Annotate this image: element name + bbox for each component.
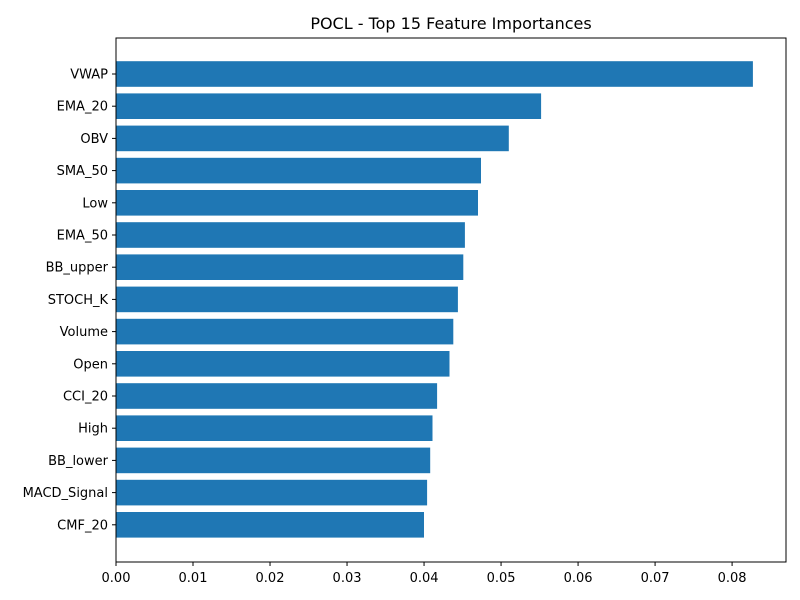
bar-volume [116,318,454,345]
x-tick-label: 0.00 [102,571,131,586]
bar-bb-lower [116,447,431,474]
y-tick-label: CMF_20 [57,518,108,533]
x-tick-label: 0.01 [179,571,208,586]
bar-macd-signal [116,479,428,506]
y-tick-label: BB_upper [46,261,109,276]
x-tick-label: 0.05 [487,571,516,586]
bar-open [116,351,450,377]
x-tick-label: 0.02 [256,571,285,586]
y-tick-label: CCI_20 [63,390,108,405]
y-tick-label: Volume [60,325,108,340]
plot-area-frame [115,37,787,563]
x-tick-label: 0.04 [410,571,439,586]
y-tick-label: MACD_Signal [23,486,108,501]
bar-vwap [116,61,753,87]
y-tick-label: OBV [80,132,108,147]
x-tick-label: 0.08 [718,571,747,586]
y-tick-label: VWAP [70,68,108,83]
bar-high [116,415,433,441]
x-tick-label: 0.07 [641,571,670,586]
bar-bb-upper [116,254,464,280]
bar-series [116,61,753,538]
y-tick-label: SMA_50 [57,164,108,179]
bar-sma-50 [116,157,481,184]
y-axis-tick-labels: VWAP EMA_20 OBV SMA_50 Low EMA_50 BB_upper STOC… [23,68,116,533]
bar-stoch-k [116,286,458,313]
bar-cmf-20 [116,512,424,538]
y-tick-label: Open [73,357,108,372]
chart-title: POCL - Top 15 Feature Importances [310,14,591,33]
bar-ema-50 [116,222,465,248]
y-tick-label: BB_lower [48,454,109,469]
bar-obv [116,125,509,152]
x-tick-label: 0.03 [333,571,362,586]
y-tick-label: STOCH_K [48,293,109,308]
bar-low [116,190,478,216]
bar-ema-20 [116,93,542,119]
x-axis-ticks: 0.00 0.01 0.02 0.03 0.04 0.05 0.06 0.07 0.08 [102,562,747,586]
y-tick-label: High [78,422,108,437]
y-tick-label: Low [82,196,108,211]
y-tick-label: EMA_20 [57,100,108,115]
bar-cci-20 [116,383,438,409]
x-tick-label: 0.06 [564,571,593,586]
y-tick-label: EMA_50 [57,229,108,244]
